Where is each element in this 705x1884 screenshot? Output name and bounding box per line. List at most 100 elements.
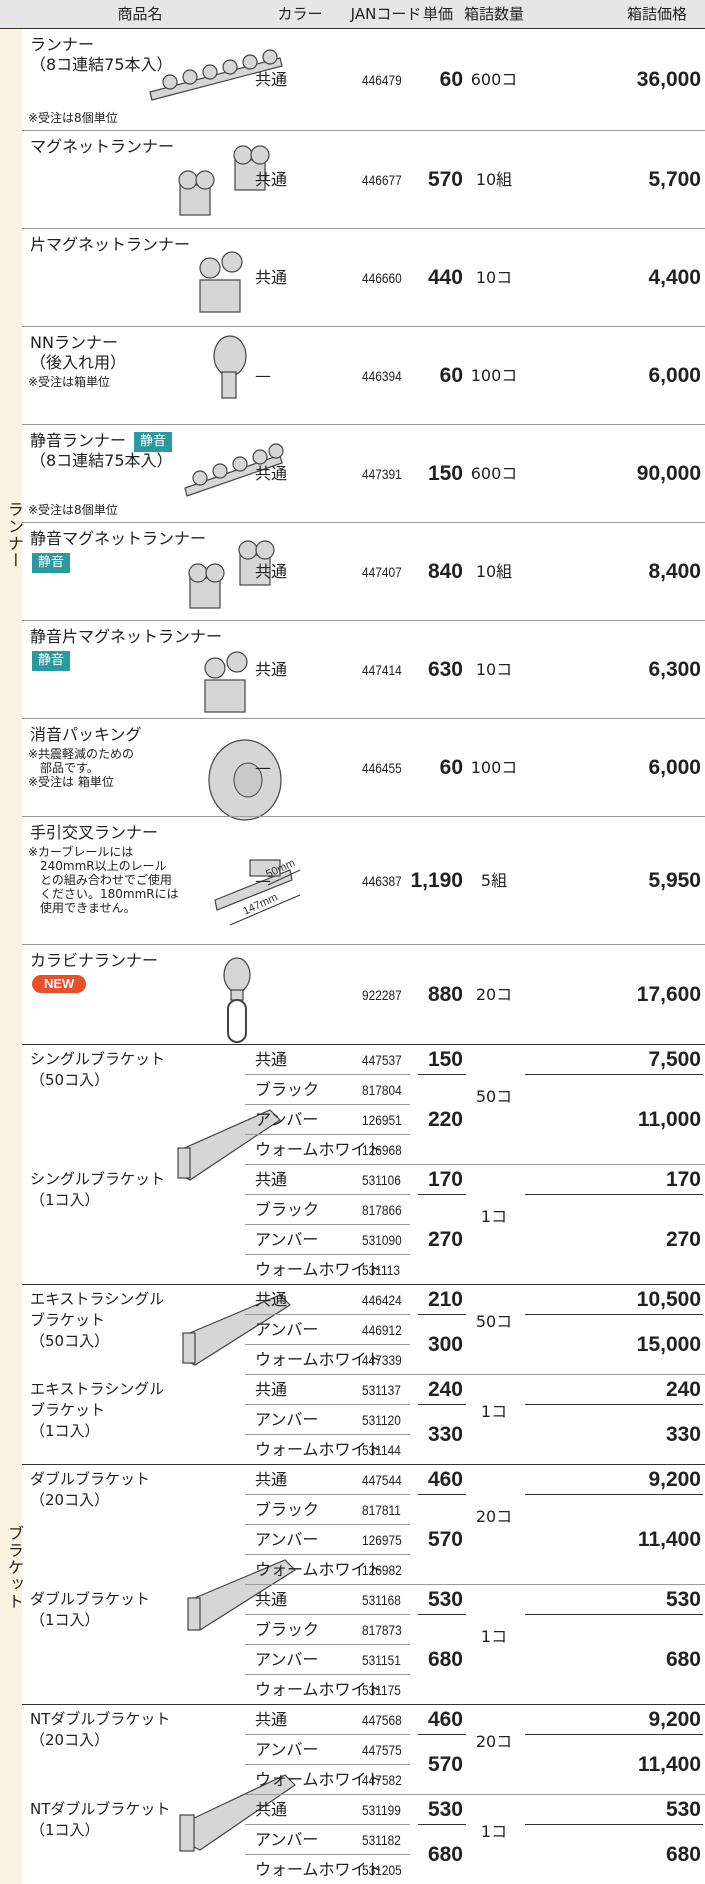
- row-divider: [418, 1074, 466, 1075]
- jan-code: 446660: [362, 270, 402, 286]
- box-price: 6,300: [648, 658, 701, 681]
- jan-code: 447537: [362, 1052, 402, 1068]
- color: ブラック: [255, 1500, 320, 1519]
- double-bracket: [187, 1559, 296, 1631]
- color: ウォームホワイト: [255, 1440, 383, 1459]
- row-divider: [245, 1734, 410, 1735]
- jan-code: 447575: [362, 1742, 402, 1758]
- color: 共通: [255, 70, 288, 89]
- product-name: ランナー: [30, 35, 95, 54]
- color: —: [255, 758, 271, 777]
- color: 共通: [255, 1290, 288, 1309]
- row-divider: [525, 1614, 703, 1615]
- box-price: 4,400: [648, 266, 701, 289]
- box-quantity: 1コ: [480, 1402, 508, 1421]
- section-label: ブラケット: [5, 1525, 24, 1610]
- header-cell: 箱詰数量: [463, 5, 524, 23]
- box-price: 10,500: [636, 1288, 701, 1311]
- row-divider: [245, 1074, 410, 1075]
- row-divider: [525, 1494, 703, 1495]
- carabiner-runner: [223, 957, 251, 1043]
- color: 共通: [255, 1050, 288, 1069]
- row-divider: [22, 1044, 705, 1045]
- jan-code: 531168: [362, 1592, 401, 1608]
- color: ブラック: [255, 1200, 320, 1219]
- box-price: 680: [665, 1648, 701, 1671]
- color: ウォームホワイト: [255, 1350, 383, 1369]
- unit-price: 460: [427, 1468, 463, 1491]
- jan-code: 817873: [362, 1622, 402, 1638]
- row-divider: [418, 1734, 466, 1735]
- unit-price: 270: [427, 1228, 463, 1251]
- product-name: NTダブルブラケット: [30, 1710, 171, 1728]
- color: ブラック: [255, 1080, 320, 1099]
- header-bar: [0, 0, 705, 29]
- box-price: 9,200: [648, 1468, 701, 1491]
- silent-half-magnet-runner: [204, 651, 248, 713]
- product-note: ※カーブレールには: [28, 845, 134, 859]
- box-quantity: 10コ: [475, 268, 513, 287]
- unit-price: 60: [439, 364, 463, 387]
- product-note: ※受注は 箱単位: [28, 775, 114, 789]
- jan-code: 531144: [362, 1442, 401, 1458]
- jan-code: 531137: [362, 1382, 401, 1398]
- box-price: 11,400: [637, 1753, 701, 1776]
- box-quantity: 600コ: [470, 70, 518, 89]
- row-divider: [418, 1194, 466, 1195]
- row-divider: [22, 718, 705, 719]
- half-magnet-runner: [199, 251, 243, 313]
- color: 共通: [255, 1170, 288, 1189]
- row-divider: [245, 1374, 705, 1375]
- unit-price: 530: [427, 1798, 463, 1821]
- row-divider: [22, 944, 705, 945]
- nn-runner: [213, 335, 247, 399]
- box-price: 6,000: [648, 364, 701, 387]
- jan-code: 531090: [362, 1232, 402, 1248]
- product-name: 片マグネットランナー: [30, 235, 191, 254]
- product-note: との組み合わせでご使用: [28, 873, 172, 887]
- jan-code: 447544: [362, 1472, 402, 1488]
- jan-code: 531175: [362, 1682, 401, 1698]
- unit-price: 210: [427, 1288, 463, 1311]
- product-note: 使用できません。: [28, 901, 136, 915]
- color: ウォームホワイト: [255, 1860, 383, 1879]
- box-quantity: 5組: [480, 871, 508, 890]
- unit-price: 330: [427, 1423, 463, 1446]
- row-divider: [245, 1134, 410, 1135]
- header-cell: 単価: [422, 5, 453, 23]
- color: 共通: [255, 1470, 288, 1489]
- box-price: 15,000: [636, 1333, 701, 1356]
- jan-code: 126975: [362, 1532, 402, 1548]
- product-name: （50コ入）: [30, 1071, 110, 1089]
- product-name: シングルブラケット: [30, 1050, 166, 1068]
- header-cell: カラー: [277, 5, 323, 23]
- single-bracket: [177, 1109, 281, 1181]
- box-quantity: 1コ: [480, 1207, 508, 1226]
- row-divider: [525, 1824, 703, 1825]
- jan-code: 126951: [362, 1112, 402, 1128]
- row-divider: [245, 1314, 410, 1315]
- row-divider: [245, 1104, 410, 1105]
- jan-code: 531199: [362, 1802, 401, 1818]
- color: アンバー: [255, 1830, 319, 1849]
- box-quantity: 50コ: [475, 1087, 513, 1106]
- unit-price: 680: [427, 1648, 463, 1671]
- row-divider: [245, 1554, 410, 1555]
- box-price: 5,950: [648, 869, 701, 892]
- jan-code: 446455: [362, 760, 402, 776]
- box-quantity: 100コ: [470, 758, 518, 777]
- product-name: NTダブルブラケット: [30, 1800, 171, 1818]
- jan-code: 531151: [362, 1652, 401, 1668]
- box-price: 240: [665, 1378, 701, 1401]
- header-cell: 商品名: [117, 5, 163, 23]
- unit-price: 440: [427, 266, 463, 289]
- jan-code: 922287: [362, 987, 402, 1003]
- row-divider: [245, 1584, 705, 1585]
- row-divider: [525, 1194, 703, 1195]
- product-name: （50コ入）: [30, 1332, 110, 1350]
- product-name: 手引交叉ランナー: [30, 823, 159, 842]
- jan-code: 447568: [362, 1712, 402, 1728]
- product-name: ダブルブラケット: [30, 1590, 151, 1608]
- row-divider: [525, 1734, 703, 1735]
- box-quantity: 1コ: [480, 1822, 508, 1841]
